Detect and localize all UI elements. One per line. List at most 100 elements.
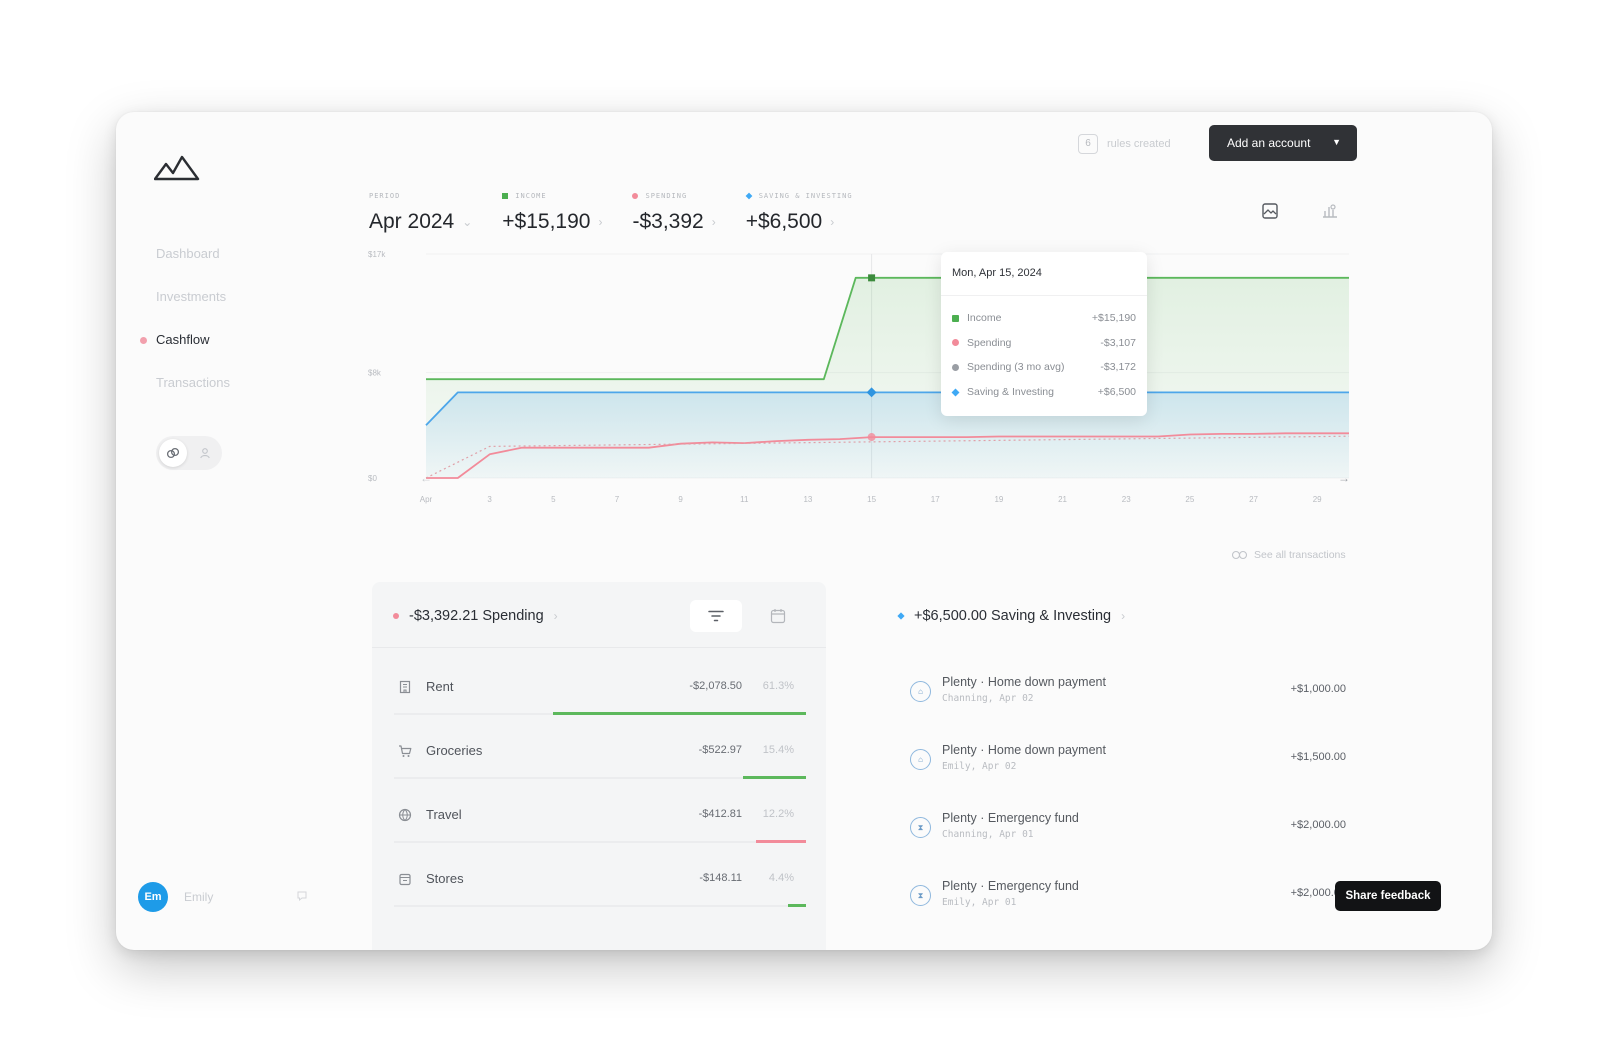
category-row-travel[interactable]: Travel -$412.81 12.2% [372, 790, 826, 854]
x-tick-label: 29 [1313, 495, 1322, 504]
transaction-row[interactable]: ⧗ Plenty · Emergency fund Channing, Apr … [886, 794, 1356, 862]
calendar-icon [770, 609, 786, 624]
saving-swatch [951, 388, 960, 397]
y-tick-label: $17k [368, 250, 386, 259]
x-tick-label: Apr [420, 495, 433, 504]
globe-icon [398, 808, 412, 822]
tooltip-row-name: Income [967, 312, 1002, 325]
category-row-groceries[interactable]: Groceries -$522.97 15.4% [372, 726, 826, 790]
category-name: Travel [426, 807, 462, 822]
category-row-rent[interactable]: Rent -$2,078.50 61.3% [372, 662, 826, 726]
prev-arrow-icon[interactable]: ← [420, 471, 432, 485]
rules-indicator[interactable]: 6 rules created [1078, 134, 1171, 154]
rules-count-badge: 6 [1078, 134, 1098, 154]
household-view-button[interactable] [159, 439, 187, 467]
category-share-bar [394, 840, 806, 843]
next-arrow-icon[interactable]: → [1338, 471, 1350, 485]
user-profile[interactable]: Em Emily [138, 882, 308, 912]
category-percent: 15.4% [762, 744, 794, 756]
saving-swatch [745, 192, 753, 200]
tooltip-row-spending-avg: Spending (3 mo avg) -$3,172 [941, 355, 1147, 380]
y-tick-label: $0 [368, 474, 377, 483]
caret-down-icon: ▼ [1332, 137, 1341, 147]
sidebar-item-investments[interactable]: Investments [138, 275, 338, 318]
calendar-button[interactable] [752, 600, 804, 632]
x-tick-label: 23 [1122, 495, 1131, 504]
saving-panel-title[interactable]: +$6,500.00 Saving & Investing › [897, 608, 1126, 624]
tooltip-date: Mon, Apr 15, 2024 [941, 252, 1147, 296]
add-account-button[interactable]: Add an account ▼ [1209, 125, 1357, 161]
person-icon [200, 448, 210, 459]
spending-dot [393, 613, 399, 619]
cashflow-chart[interactable]: $17k $8k $0 Apr 3 5 7 9 11 13 15 17 19 21 23 25 27 29 ← → [364, 242, 1364, 522]
active-indicator [140, 337, 147, 344]
spending-swatch [632, 193, 639, 199]
saving-panel-title-text: +$6,500.00 Saving & Investing [914, 608, 1112, 624]
filter-button[interactable] [690, 600, 742, 632]
category-amount: -$148.11 [699, 872, 742, 884]
personal-view-button[interactable] [191, 439, 219, 467]
user-name: Emily [184, 890, 214, 904]
link-icon [1231, 550, 1248, 560]
sidebar-item-label: Cashflow [156, 332, 210, 347]
tooltip-row-income: Income +$15,190 [941, 306, 1147, 331]
saving-dot [897, 612, 905, 620]
tooltip-row-value: -$3,107 [1100, 336, 1136, 349]
spending-avg-swatch [952, 363, 959, 371]
spending-label: SPENDING [645, 192, 688, 200]
transaction-meta: Emily, Apr 02 [942, 761, 1017, 772]
image-export-icon[interactable] [1259, 200, 1281, 222]
spending-panel-title[interactable]: -$3,392.21 Spending › [393, 608, 558, 624]
app-window: Dashboard Investments Cashflow Transacti… [116, 112, 1492, 950]
see-all-transactions-link[interactable]: See all transactions [1231, 549, 1346, 561]
sidebar-item-transactions[interactable]: Transactions [138, 361, 338, 404]
x-tick-label: 21 [1058, 495, 1067, 504]
x-tick-label: 25 [1185, 495, 1194, 504]
category-row-stores[interactable]: Stores -$148.11 4.4% [372, 854, 826, 918]
category-share-bar [394, 712, 806, 715]
category-name: Stores [426, 871, 464, 886]
transaction-meta: Emily, Apr 01 [942, 897, 1017, 908]
transaction-row[interactable]: ⌂ Plenty · Home down payment Channing, A… [886, 658, 1356, 726]
tooltip-row-value: +$15,190 [1091, 312, 1136, 325]
chevron-right-icon: › [711, 215, 716, 230]
transaction-amount: +$1,500.00 [1290, 751, 1346, 763]
tooltip-row-value: -$3,172 [1100, 361, 1136, 374]
spending-3-mo-avg-line [425, 435, 1350, 479]
x-tick-label: 19 [994, 495, 1003, 504]
store-icon [399, 873, 411, 886]
sidebar-item-dashboard[interactable]: Dashboard [138, 232, 338, 275]
sidebar-item-label: Dashboard [156, 246, 220, 261]
category-percent: 12.2% [762, 808, 794, 820]
tooltip-row-spending: Spending -$3,107 [941, 331, 1147, 356]
chevron-down-icon: ⌄ [462, 215, 473, 230]
saving-stat[interactable]: SAVING & INVESTING +$6,500 › [745, 190, 853, 234]
chart-settings-icon[interactable] [1319, 200, 1341, 222]
period-stat[interactable]: PERIOD Apr 2024 ⌄ [369, 190, 472, 234]
savings-goal-icon: ⌂ [910, 681, 931, 702]
emergency-fund-icon: ⧗ [910, 885, 931, 906]
category-share-bar [394, 776, 806, 779]
y-tick-label: $8k [368, 369, 382, 378]
spending-stat[interactable]: SPENDING -$3,392 › [632, 190, 716, 234]
income-stat[interactable]: INCOME +$15,190 › [502, 190, 602, 234]
income-point [868, 274, 876, 282]
transaction-name: Plenty · Home down payment [942, 743, 1106, 757]
divider [372, 647, 826, 648]
category-name: Rent [426, 679, 454, 694]
avatar[interactable]: Em [138, 882, 168, 912]
transaction-row[interactable]: ⧗ Plenty · Emergency fund Emily, Apr 01 … [886, 862, 1356, 930]
building-icon [399, 680, 411, 694]
view-toggle[interactable] [156, 436, 222, 470]
spending-point [867, 433, 876, 442]
chevron-right-icon: › [1121, 609, 1126, 623]
transaction-row[interactable]: ⌂ Plenty · Home down payment Emily, Apr … [886, 726, 1356, 794]
chat-icon[interactable] [296, 890, 308, 902]
mountain-logo-icon[interactable] [154, 152, 200, 182]
x-tick-label: 5 [551, 495, 556, 504]
sidebar-nav: Dashboard Investments Cashflow Transacti… [138, 232, 338, 404]
sidebar-item-cashflow[interactable]: Cashflow [138, 318, 338, 361]
share-feedback-button[interactable]: Share feedback [1335, 881, 1441, 911]
transaction-amount: +$2,000.00 [1290, 887, 1346, 899]
saving-value: +$6,500 [745, 210, 823, 233]
